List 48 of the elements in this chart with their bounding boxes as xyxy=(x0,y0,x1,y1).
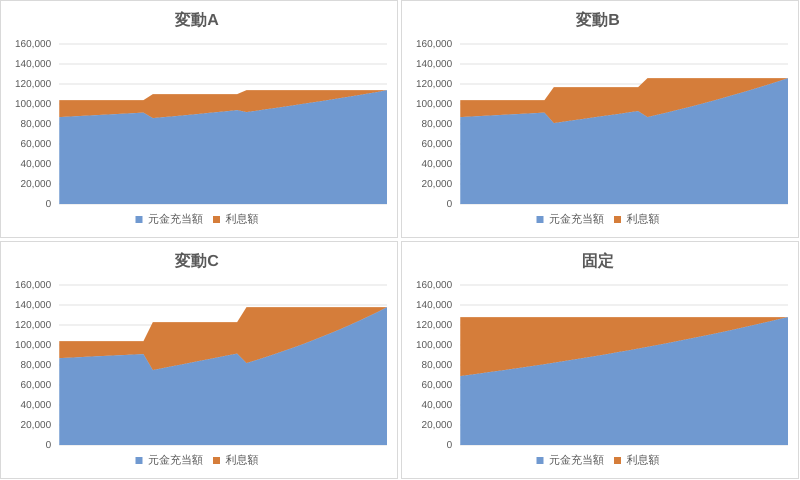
y-tick-label: 80,000 xyxy=(20,360,52,371)
y-tick-label: 140,000 xyxy=(14,58,52,70)
chart-title: 固定 xyxy=(582,252,614,270)
y-tick-label: 120,000 xyxy=(14,320,52,331)
y-tick-label: 160,000 xyxy=(14,280,52,291)
y-tick-label: 140,000 xyxy=(14,300,52,311)
y-tick-label: 80,000 xyxy=(20,118,52,130)
y-tick-label: 0 xyxy=(46,198,52,210)
y-tick-label: 0 xyxy=(446,198,453,210)
y-tick-label: 140,000 xyxy=(416,58,453,70)
y-tick-label: 40,000 xyxy=(20,400,52,411)
y-tick-label: 60,000 xyxy=(20,138,52,150)
y-tick-label: 100,000 xyxy=(14,340,52,351)
y-tick-label: 20,000 xyxy=(422,178,453,190)
y-tick-label: 40,000 xyxy=(422,400,453,411)
legend-label: 利息額 xyxy=(226,454,258,467)
y-tick-label: 0 xyxy=(446,440,453,451)
y-tick-label: 100,000 xyxy=(416,340,453,351)
y-tick-label: 120,000 xyxy=(416,320,453,331)
y-tick-label: 20,000 xyxy=(20,178,52,190)
chart-title: 変動C xyxy=(174,251,220,270)
legend-label: 元金充当額 xyxy=(549,454,604,467)
chart-title: 変動B xyxy=(575,10,620,30)
y-tick-label: 20,000 xyxy=(422,420,453,431)
legend-label: 利息額 xyxy=(226,212,258,226)
legend-label: 元金充当額 xyxy=(148,212,203,226)
y-tick-label: 160,000 xyxy=(416,38,453,50)
y-tick-label: 100,000 xyxy=(14,98,52,110)
chart-title: 変動A xyxy=(174,10,220,30)
y-tick-label: 160,000 xyxy=(416,280,453,291)
legend-label: 利息額 xyxy=(626,454,660,467)
legend-label: 利息額 xyxy=(626,212,660,226)
y-tick-label: 40,000 xyxy=(20,158,52,170)
y-tick-label: 40,000 xyxy=(422,158,453,170)
y-tick-label: 60,000 xyxy=(422,380,453,391)
y-tick-label: 80,000 xyxy=(422,360,453,371)
y-tick-label: 20,000 xyxy=(20,420,52,431)
y-tick-label: 140,000 xyxy=(416,300,453,311)
legend-label: 元金充当額 xyxy=(148,454,203,467)
y-tick-label: 80,000 xyxy=(422,118,453,130)
y-tick-label: 0 xyxy=(46,440,52,451)
y-tick-label: 120,000 xyxy=(14,78,52,90)
y-tick-label: 60,000 xyxy=(422,138,453,150)
y-tick-label: 160,000 xyxy=(14,38,52,50)
y-tick-label: 60,000 xyxy=(20,380,52,391)
y-tick-label: 100,000 xyxy=(416,98,453,110)
y-tick-label: 120,000 xyxy=(416,78,453,90)
legend-label: 元金充当額 xyxy=(549,212,604,226)
